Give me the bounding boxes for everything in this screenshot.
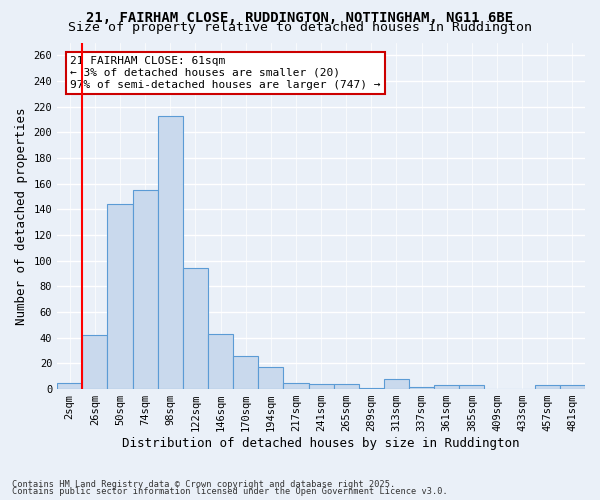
Text: Contains public sector information licensed under the Open Government Licence v3: Contains public sector information licen… — [12, 487, 448, 496]
Bar — [208, 334, 233, 389]
Bar — [560, 385, 585, 389]
Bar — [283, 382, 308, 389]
Bar — [233, 356, 258, 389]
Text: Size of property relative to detached houses in Ruddington: Size of property relative to detached ho… — [68, 22, 532, 35]
Bar — [384, 379, 409, 389]
Bar — [434, 385, 460, 389]
Text: 21 FAIRHAM CLOSE: 61sqm
← 3% of detached houses are smaller (20)
97% of semi-det: 21 FAIRHAM CLOSE: 61sqm ← 3% of detached… — [70, 56, 381, 90]
Bar — [107, 204, 133, 389]
Bar — [258, 368, 283, 389]
Bar — [535, 385, 560, 389]
Bar — [460, 385, 484, 389]
X-axis label: Distribution of detached houses by size in Ruddington: Distribution of detached houses by size … — [122, 437, 520, 450]
Bar — [409, 386, 434, 389]
Bar — [158, 116, 183, 389]
Bar — [82, 335, 107, 389]
Text: 21, FAIRHAM CLOSE, RUDDINGTON, NOTTINGHAM, NG11 6BE: 21, FAIRHAM CLOSE, RUDDINGTON, NOTTINGHA… — [86, 12, 514, 26]
Text: Contains HM Land Registry data © Crown copyright and database right 2025.: Contains HM Land Registry data © Crown c… — [12, 480, 395, 489]
Bar — [133, 190, 158, 389]
Bar — [308, 384, 334, 389]
Bar — [334, 384, 359, 389]
Bar — [183, 268, 208, 389]
Bar — [359, 388, 384, 389]
Y-axis label: Number of detached properties: Number of detached properties — [15, 107, 28, 324]
Bar — [57, 382, 82, 389]
